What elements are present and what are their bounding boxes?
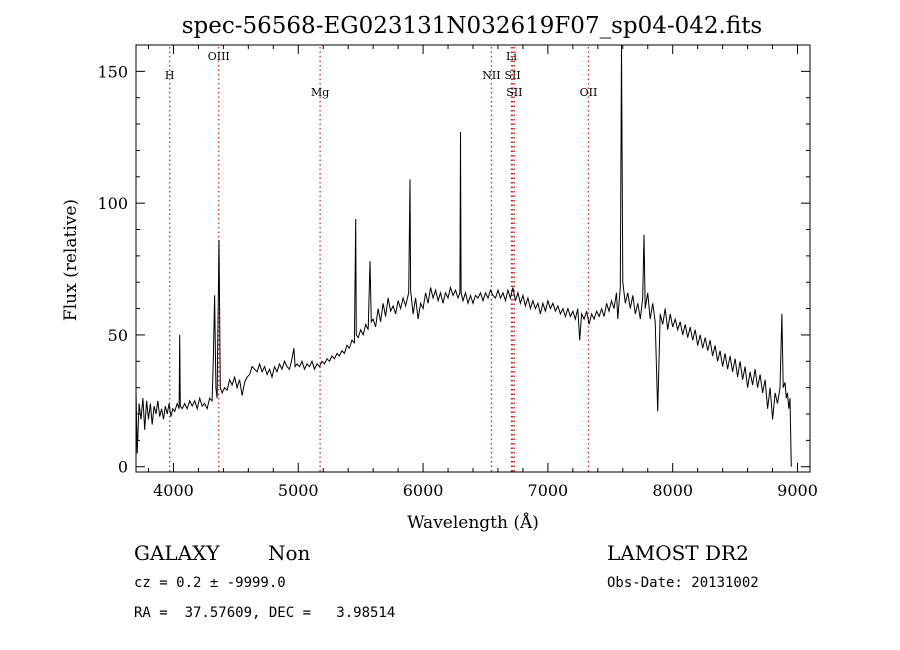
plot-frame	[135, 44, 811, 473]
x-tick-labels: 4000 5000 6000 7000 8000 9000	[153, 481, 818, 500]
y-tick-label: 150	[97, 62, 128, 81]
x-tick-label: 8000	[652, 481, 693, 500]
line-label-mg-2: Mg	[311, 86, 329, 99]
spectrum-line-0	[135, 44, 792, 467]
line-label-sii-5: SII	[504, 69, 520, 82]
line-label-oii-7: OII	[580, 86, 598, 99]
y-tick-label: 100	[97, 194, 128, 213]
spectral-line-markers: H OIII Mg NII Li SII SII OII	[165, 47, 597, 472]
x-axis-label: Wavelength (Å)	[407, 512, 539, 533]
line-label-oiii-1: OIII	[208, 50, 230, 63]
line-label-h-0: H	[165, 69, 175, 82]
object-class: GALAXY	[134, 541, 220, 565]
y-tick-label: 50	[108, 326, 128, 345]
line-label-li-4: Li	[506, 50, 517, 63]
coordinates: RA = 37.57609, DEC = 3.98514	[134, 605, 396, 621]
axis-ticks	[136, 44, 810, 472]
y-tick-labels: 0 50 100 150	[97, 62, 128, 476]
y-axis-label: Flux (relative)	[61, 199, 81, 321]
chart-title: spec-56568-EG023131N032619F07_sp04-042.f…	[182, 13, 763, 39]
x-tick-label: 5000	[278, 481, 319, 500]
line-label-nii-3: NII	[482, 69, 500, 82]
x-tick-label: 6000	[403, 481, 444, 500]
survey-name: LAMOST DR2	[607, 541, 749, 565]
y-tick-label: 0	[118, 458, 128, 477]
redshift-cz: cz = 0.2 ± -9999.0	[134, 575, 286, 591]
x-tick-label: 9000	[777, 481, 818, 500]
observation-date: Obs-Date: 20131002	[607, 575, 759, 591]
x-tick-label: 4000	[153, 481, 194, 500]
spectrum-series	[135, 44, 792, 467]
object-subclass: Non	[268, 541, 311, 565]
line-label-sii-6: SII	[506, 86, 522, 99]
x-tick-label: 7000	[528, 481, 569, 500]
